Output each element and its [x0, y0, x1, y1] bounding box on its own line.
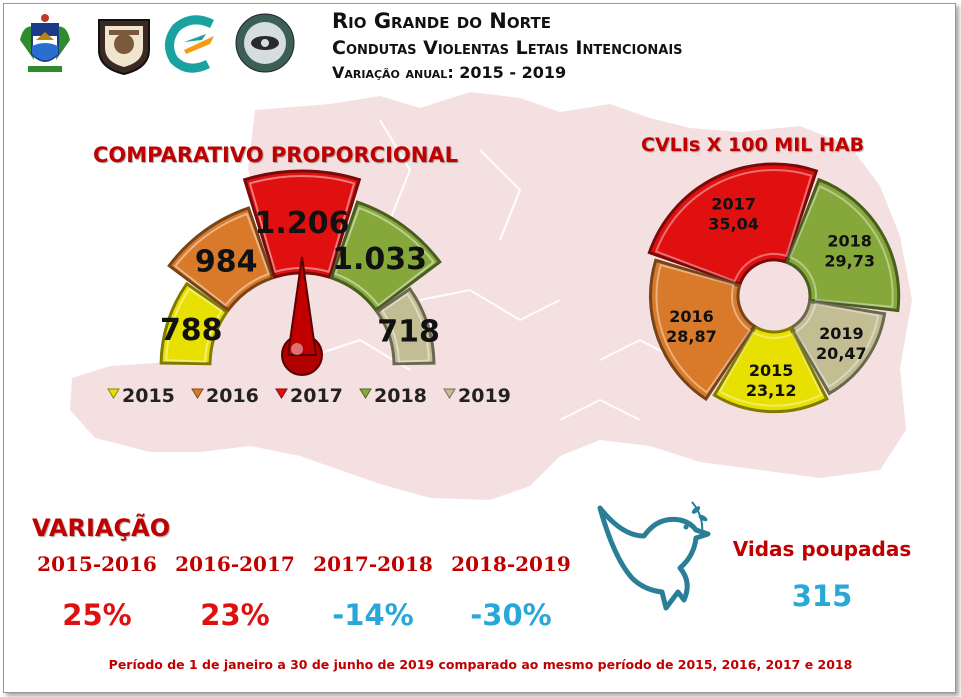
- legend-label-2018: 2018: [374, 385, 427, 407]
- gauge-segment-2019: [375, 286, 436, 366]
- variation-period-label: 2015-2016: [37, 552, 157, 576]
- coine-seal-icon: [235, 13, 295, 73]
- footer-note: Período de 1 de janeiro a 30 de junho de…: [108, 657, 853, 672]
- gauge-value-label-2018: 1.033: [332, 242, 427, 277]
- donut-slice-highlight: [655, 263, 752, 394]
- police-badge-icon: [98, 19, 150, 76]
- legend-marker-2018: [359, 388, 372, 399]
- gauge-chart-title: COMPARATIVO PROPORCIONAL: [93, 143, 458, 167]
- donut-year-label-2016: 2016: [669, 307, 714, 326]
- lives-saved-value: 315: [791, 579, 853, 613]
- gauge-segment-highlight: [333, 206, 436, 307]
- variation-value: -30%: [470, 598, 552, 632]
- donut-value-label-2018: 29,73: [824, 251, 875, 270]
- donut-slice-2016: [648, 258, 757, 402]
- donut-value-label-2015: 23,12: [746, 381, 797, 400]
- lives-saved-label: Vidas poupadas: [732, 537, 912, 561]
- gauge-segment-highlight: [165, 287, 223, 363]
- legend-marker-2015: [107, 388, 120, 399]
- donut-year-label-2019: 2019: [819, 324, 864, 343]
- donut-value-label-2016: 28,87: [666, 327, 717, 346]
- page-title: Rio Grande do Norte: [332, 9, 551, 33]
- donut-year-label-2015: 2015: [749, 361, 794, 380]
- legend-marker-2017: [275, 388, 288, 399]
- donut-year-label-2018: 2018: [827, 231, 872, 250]
- legend-marker-2019: [443, 388, 456, 399]
- state-coat-of-arms-icon: [20, 14, 70, 72]
- gauge-value-label-2015: 788: [160, 313, 223, 348]
- donut-slice-highlight: [654, 169, 813, 283]
- donut-slice-2019: [789, 299, 887, 396]
- gauge-value-label-2017: 1.206: [255, 206, 350, 241]
- donut-slice-highlight: [788, 185, 894, 308]
- donut-value-label-2019: 20,47: [816, 344, 867, 363]
- page-period: Variação anual: 2015 - 2019: [332, 63, 567, 82]
- donut-slice-highlight: [718, 331, 823, 407]
- legend-label-2015: 2015: [122, 385, 175, 407]
- gauge-segment-2018: [329, 200, 442, 312]
- variation-period-label: 2018-2019: [451, 552, 571, 576]
- variation-title: VARIAÇÃO: [32, 514, 171, 542]
- gauge-segment-highlight: [173, 212, 271, 307]
- frame-border: [3, 3, 956, 693]
- donut-value-label-2017: 35,04: [708, 214, 759, 233]
- gauge-segment-2015: [159, 281, 229, 366]
- dove-icon: [597, 501, 711, 611]
- donut-year-label-2017: 2017: [711, 194, 756, 213]
- donut-slice-2017: [647, 162, 819, 287]
- page-subtitle: Condutas Violentas Letais Intencionais: [332, 37, 683, 59]
- variation-value: 25%: [62, 598, 132, 632]
- legend-marker-2016: [191, 388, 204, 399]
- agency-swirl-logo-icon: [165, 15, 215, 73]
- variation-value: 23%: [200, 598, 270, 632]
- variation-period-label: 2016-2017: [175, 552, 295, 576]
- legend-label-2016: 2016: [206, 385, 259, 407]
- donut-chart-title: CVLIs X 100 MIL HAB: [641, 134, 865, 156]
- gauge-needle: [286, 256, 318, 356]
- gauge-segment-highlight: [381, 292, 430, 363]
- gauge-needle-shine: [291, 343, 303, 355]
- legend-label-2017: 2017: [290, 385, 343, 407]
- gauge-value-label-2016: 984: [195, 245, 258, 280]
- gauge-segment-2017: [242, 169, 362, 279]
- donut-slice-highlight: [794, 302, 880, 389]
- donut-slice-2015: [712, 324, 829, 414]
- donut-slice-2018: [785, 177, 901, 313]
- variation-period-label: 2017-2018: [313, 552, 433, 576]
- gauge-value-label-2019: 718: [377, 314, 440, 349]
- variation-value: -14%: [332, 598, 414, 632]
- legend-label-2019: 2019: [458, 385, 511, 407]
- gauge-segment-2016: [167, 206, 275, 312]
- gauge-segment-highlight: [248, 175, 356, 273]
